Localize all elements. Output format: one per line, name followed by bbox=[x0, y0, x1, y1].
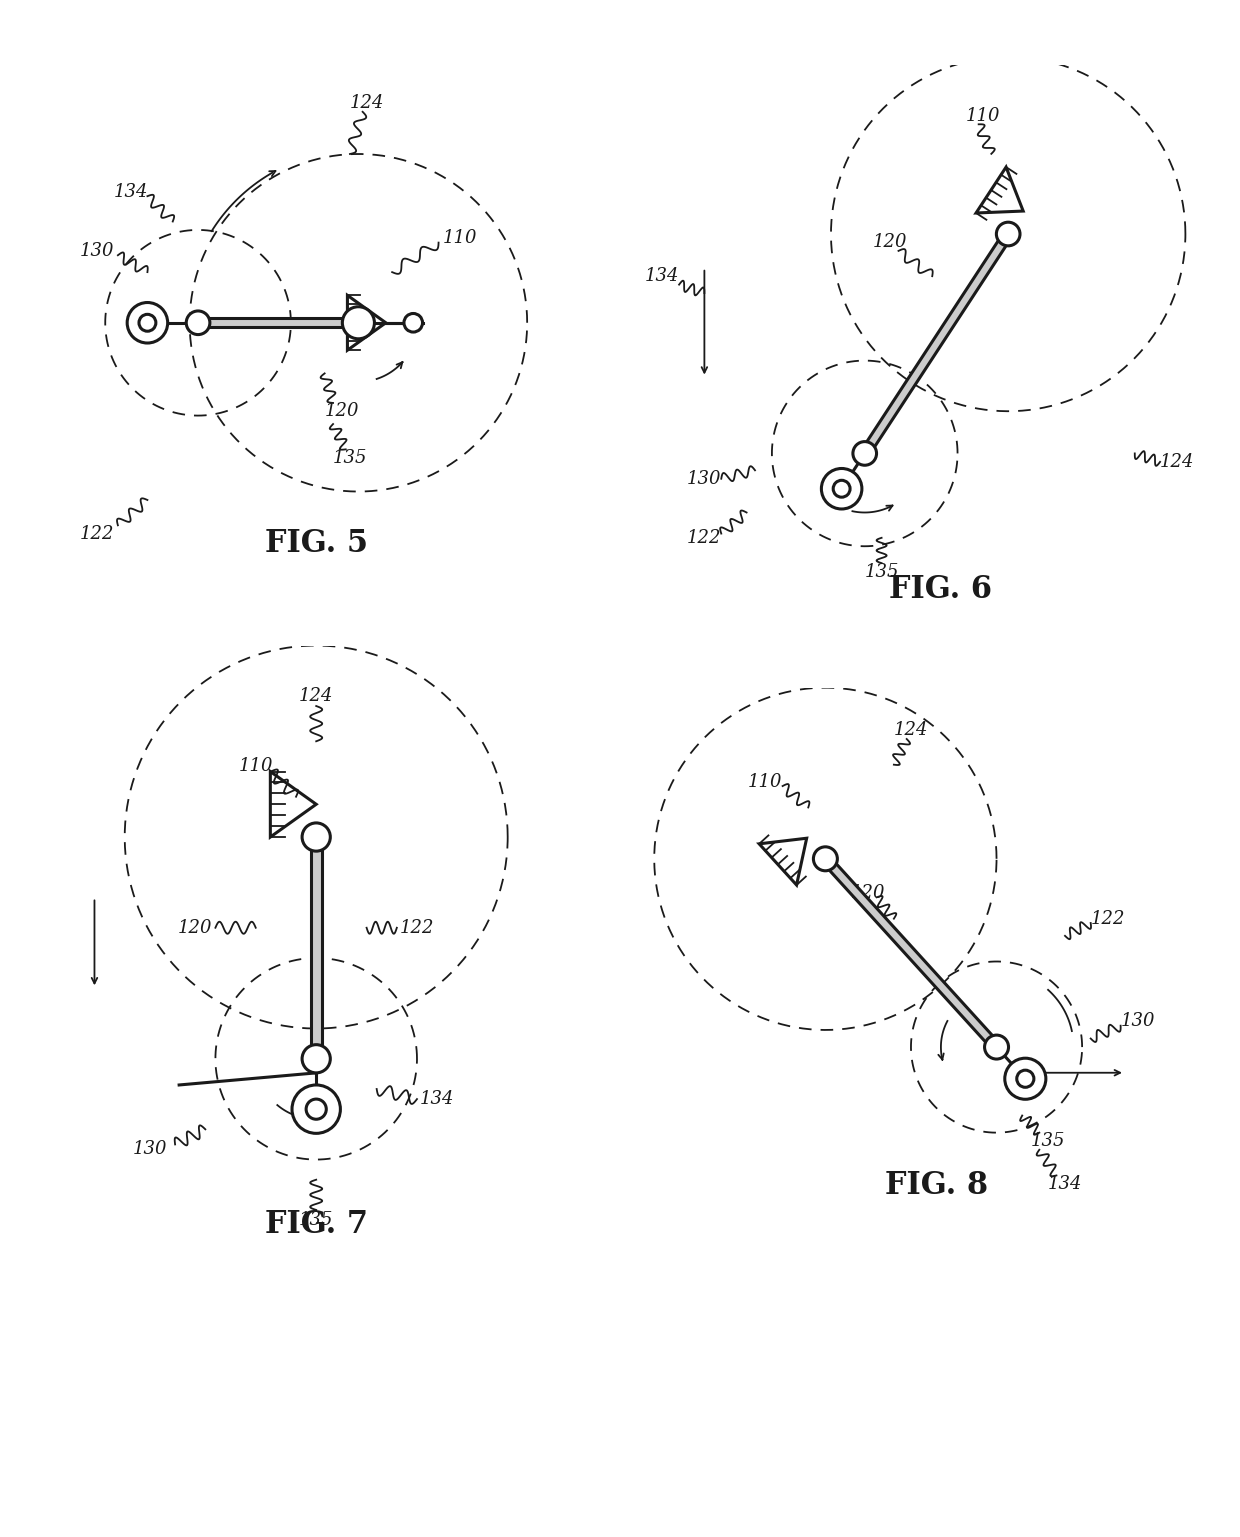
Text: 135: 135 bbox=[332, 449, 367, 467]
Text: FIG. 6: FIG. 6 bbox=[889, 575, 992, 606]
Text: 122: 122 bbox=[79, 524, 114, 543]
Text: FIG. 7: FIG. 7 bbox=[264, 1210, 368, 1240]
Text: 124: 124 bbox=[1159, 453, 1194, 470]
Polygon shape bbox=[861, 232, 1012, 456]
Text: 130: 130 bbox=[1121, 1013, 1154, 1030]
Circle shape bbox=[306, 1099, 326, 1119]
Circle shape bbox=[186, 310, 210, 335]
Text: 120: 120 bbox=[325, 403, 358, 421]
Text: 124: 124 bbox=[350, 94, 384, 112]
Polygon shape bbox=[822, 856, 999, 1050]
Text: 124: 124 bbox=[299, 687, 334, 705]
Text: FIG. 8: FIG. 8 bbox=[885, 1170, 988, 1200]
Circle shape bbox=[404, 314, 423, 332]
Text: 120: 120 bbox=[873, 234, 908, 252]
Text: 134: 134 bbox=[1048, 1174, 1083, 1193]
Text: 135: 135 bbox=[299, 1211, 334, 1230]
Circle shape bbox=[1004, 1057, 1045, 1099]
Text: 110: 110 bbox=[238, 758, 273, 776]
Text: 134: 134 bbox=[113, 183, 148, 201]
Text: 120: 120 bbox=[179, 919, 212, 936]
Text: 130: 130 bbox=[79, 241, 114, 260]
Circle shape bbox=[833, 480, 851, 496]
Text: 122: 122 bbox=[687, 529, 722, 547]
Circle shape bbox=[821, 469, 862, 509]
Text: 110: 110 bbox=[443, 229, 477, 247]
Text: 135: 135 bbox=[864, 563, 899, 581]
Text: 130: 130 bbox=[687, 470, 722, 487]
Text: 110: 110 bbox=[748, 773, 782, 790]
Circle shape bbox=[853, 441, 877, 466]
Circle shape bbox=[128, 303, 167, 343]
Polygon shape bbox=[198, 318, 358, 327]
Circle shape bbox=[139, 315, 156, 330]
Text: 130: 130 bbox=[133, 1140, 167, 1159]
Text: 135: 135 bbox=[1030, 1133, 1065, 1150]
Polygon shape bbox=[311, 838, 321, 1059]
Circle shape bbox=[303, 822, 330, 851]
Circle shape bbox=[1017, 1070, 1034, 1087]
Circle shape bbox=[813, 847, 837, 871]
Text: 134: 134 bbox=[645, 267, 680, 286]
Text: 122: 122 bbox=[1090, 910, 1125, 928]
Circle shape bbox=[303, 1045, 330, 1073]
Text: 110: 110 bbox=[966, 108, 1001, 124]
Text: 124: 124 bbox=[894, 721, 929, 739]
Text: 122: 122 bbox=[399, 919, 434, 936]
Circle shape bbox=[346, 310, 371, 335]
Text: 134: 134 bbox=[420, 1090, 454, 1108]
Circle shape bbox=[291, 1085, 341, 1133]
Circle shape bbox=[342, 307, 374, 338]
Circle shape bbox=[997, 223, 1021, 246]
Text: 120: 120 bbox=[851, 884, 885, 902]
Text: FIG. 5: FIG. 5 bbox=[264, 529, 368, 559]
Circle shape bbox=[985, 1034, 1008, 1059]
